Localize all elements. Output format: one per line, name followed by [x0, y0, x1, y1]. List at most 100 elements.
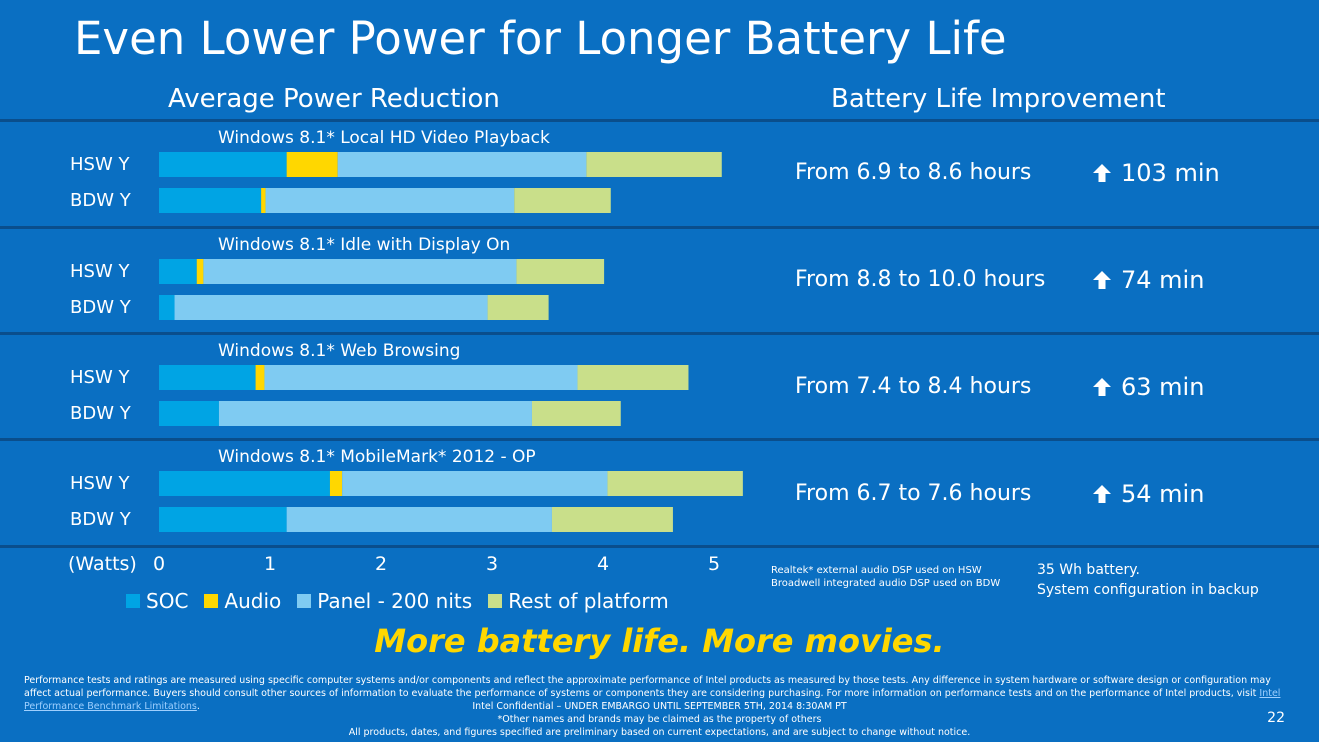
- note-line: 35 Wh battery.: [1037, 562, 1140, 578]
- bar-segment-panel-200-nits: [264, 365, 578, 390]
- legend-item-audio: Audio: [204, 589, 281, 613]
- group-title: Windows 8.1* Idle with Display On: [218, 235, 510, 255]
- bar-segment-panel-200-nits: [286, 507, 552, 532]
- battery-from-to: From 8.8 to 10.0 hours: [795, 267, 1046, 292]
- bar-segment-audio: [261, 188, 266, 213]
- left-column-header: Average Power Reduction: [168, 84, 500, 114]
- up-arrow-icon: [1093, 271, 1111, 289]
- bar-label: HSW Y: [70, 367, 130, 388]
- bar-segment-soc: [159, 401, 219, 426]
- right-column-header: Battery Life Improvement: [831, 84, 1166, 114]
- embargo-line: Intel Confidential – UNDER EMBARGO UNTIL…: [472, 701, 847, 712]
- bar-segment-panel-200-nits: [342, 471, 608, 496]
- battery-gain-value: 63 min: [1121, 373, 1205, 401]
- legend-label: Panel - 200 nits: [317, 589, 473, 613]
- up-arrow-icon: [1093, 485, 1111, 503]
- divider: [0, 545, 1319, 548]
- bar-segment-panel-200-nits: [265, 188, 515, 213]
- bar-label: HSW Y: [70, 261, 130, 282]
- x-tick-label: 3: [486, 553, 498, 575]
- bar-label: HSW Y: [70, 473, 130, 494]
- battery-gain-value: 103 min: [1121, 159, 1220, 187]
- bar-label: HSW Y: [70, 154, 130, 175]
- bar-segment-panel-200-nits: [337, 152, 587, 177]
- power-chart: Windows 8.1* Local HD Video Playback HSW …: [68, 128, 743, 575]
- page-number: 22: [1267, 710, 1285, 726]
- group-title: Windows 8.1* MobileMark* 2012 - OP: [218, 447, 536, 467]
- battery-gain-value: 74 min: [1121, 266, 1205, 294]
- preliminary-line: All products, dates, and figures specifi…: [348, 727, 971, 738]
- group-title: Windows 8.1* Local HD Video Playback: [218, 128, 550, 148]
- x-axis-label: (Watts): [68, 553, 137, 575]
- legend-label: SOC: [146, 589, 189, 613]
- battery-gain: 103 min: [1093, 159, 1220, 187]
- bar-segment-soc: [159, 152, 287, 177]
- slide-title: Even Lower Power for Longer Battery Life: [74, 12, 1007, 65]
- bar-segment-rest-of-platform: [514, 188, 611, 213]
- legend-label: Audio: [224, 589, 282, 613]
- battery-from-to: From 6.9 to 8.6 hours: [795, 160, 1032, 185]
- bar-segment-rest-of-platform: [487, 295, 549, 320]
- trademark-line: *Other names and brands may be claimed a…: [497, 714, 822, 725]
- x-tick-label: 5: [708, 553, 720, 575]
- bar-segment-soc: [159, 365, 256, 390]
- x-tick-label: 4: [597, 553, 609, 575]
- group-title: Windows 8.1* Web Browsing: [218, 341, 460, 361]
- bar-label: BDW Y: [70, 403, 132, 424]
- legend-swatch: [488, 594, 503, 608]
- bar-segment-panel-200-nits: [203, 259, 517, 284]
- benchmark-limitations-link[interactable]: Intel Performance Benchmark Limitations: [24, 688, 1281, 712]
- bar-segment-panel-200-nits: [174, 295, 488, 320]
- note-line: Realtek* external audio DSP used on HSW: [771, 565, 982, 576]
- disclaimer-tail: .: [196, 701, 200, 712]
- x-tick-label: 0: [153, 553, 165, 575]
- battery-gain: 63 min: [1093, 373, 1204, 401]
- battery-gain: 54 min: [1093, 480, 1204, 508]
- x-tick-label: 1: [264, 553, 276, 575]
- disclaimer-text: Performance tests and ratings are measur…: [24, 675, 1271, 699]
- tagline: More battery life. More movies.: [374, 622, 945, 660]
- battery-gain: 74 min: [1093, 266, 1204, 294]
- legend-swatch: [297, 594, 312, 608]
- bar-segment-soc: [159, 188, 262, 213]
- legend-item-rest: Rest of platform: [488, 589, 669, 613]
- bar-segment-panel-200-nits: [218, 401, 532, 426]
- note-line: Broadwell integrated audio DSP used on B…: [771, 578, 1001, 589]
- up-arrow-icon: [1093, 164, 1111, 182]
- chart-legend: SOC Audio Panel - 200 nits Rest of platf…: [126, 589, 685, 613]
- audio-dsp-note: Realtek* external audio DSP used on HSW …: [771, 564, 1000, 590]
- divider: [0, 438, 1319, 441]
- bar-segment-soc: [159, 507, 287, 532]
- bar-label: BDW Y: [70, 509, 132, 530]
- up-arrow-icon: [1093, 378, 1111, 396]
- disclaimer: Performance tests and ratings are measur…: [24, 674, 1296, 713]
- divider: [0, 119, 1319, 122]
- bar-segment-audio: [329, 471, 343, 496]
- x-tick-label: 2: [375, 553, 387, 575]
- bar-label: BDW Y: [70, 190, 132, 211]
- bar-segment-soc: [159, 471, 330, 496]
- legend-item-soc: SOC: [126, 589, 188, 613]
- bar-segment-rest-of-platform: [586, 152, 722, 177]
- battery-from-to: From 7.4 to 8.4 hours: [795, 374, 1032, 399]
- battery-from-to: From 6.7 to 7.6 hours: [795, 481, 1032, 506]
- divider: [0, 226, 1319, 229]
- bar-segment-rest-of-platform: [531, 401, 621, 426]
- bar-label: BDW Y: [70, 297, 132, 318]
- bar-segment-audio: [196, 259, 204, 284]
- bar-segment-audio: [255, 365, 265, 390]
- divider: [0, 332, 1319, 335]
- legend-item-panel: Panel - 200 nits: [297, 589, 472, 613]
- battery-gain-value: 54 min: [1121, 480, 1205, 508]
- battery-note: 35 Wh battery. System configuration in b…: [1037, 560, 1259, 600]
- bar-segment-rest-of-platform: [516, 259, 605, 284]
- legend-label: Rest of platform: [508, 589, 669, 613]
- bar-segment-audio: [286, 152, 338, 177]
- confidential-notice: Intel Confidential – UNDER EMBARGO UNTIL…: [0, 700, 1319, 739]
- bar-segment-soc: [159, 259, 197, 284]
- bar-segment-rest-of-platform: [607, 471, 743, 496]
- legend-swatch: [204, 594, 219, 608]
- note-line: System configuration in backup: [1037, 582, 1259, 598]
- bar-segment-rest-of-platform: [551, 507, 673, 532]
- bar-segment-soc: [159, 295, 175, 320]
